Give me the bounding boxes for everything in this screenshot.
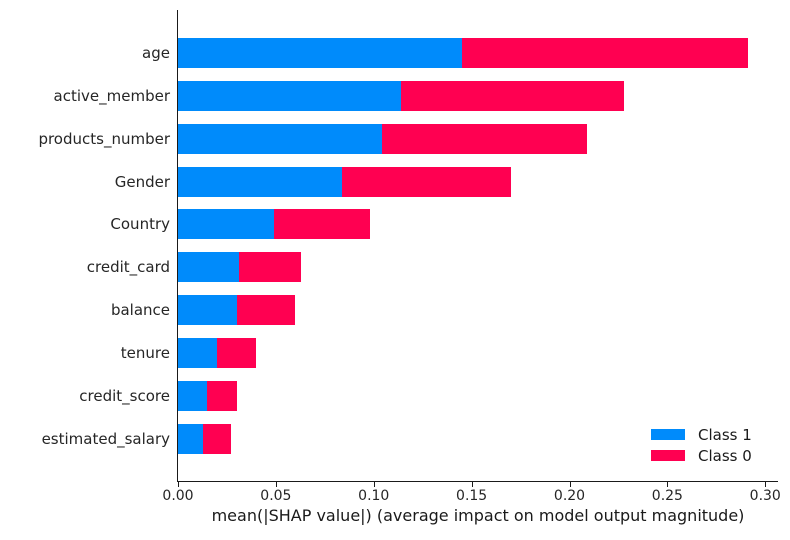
bar-segment-class1 bbox=[178, 252, 239, 283]
bar-segment-class0 bbox=[342, 166, 511, 197]
legend: Class 1 Class 0 bbox=[651, 424, 752, 466]
bar-segment-class1 bbox=[178, 209, 274, 240]
x-tick-mark bbox=[471, 482, 473, 487]
legend-item: Class 1 bbox=[651, 424, 752, 445]
x-tick-mark bbox=[667, 482, 669, 487]
y-axis-label: Country bbox=[110, 215, 170, 234]
bar-segment-class0 bbox=[461, 38, 748, 68]
x-tick-label: 0.15 bbox=[456, 488, 488, 504]
bar-segment-class0 bbox=[381, 123, 588, 154]
bar-segment-class0 bbox=[217, 337, 257, 368]
bar-segment-class1 bbox=[178, 80, 402, 111]
x-tick-label: 0.00 bbox=[162, 488, 194, 504]
x-tick-label: 0.10 bbox=[358, 488, 390, 504]
y-axis-label: active_member bbox=[53, 86, 170, 105]
x-tick-mark bbox=[178, 482, 179, 487]
y-axis-label: balance bbox=[110, 301, 170, 319]
bar-segment-class0 bbox=[203, 423, 231, 454]
bar-segment-class0 bbox=[236, 295, 296, 325]
legend-swatch-class1 bbox=[651, 429, 685, 440]
bar-segment-class0 bbox=[238, 252, 302, 283]
y-axis-label: estimated_salary bbox=[41, 429, 170, 448]
x-tick-mark bbox=[373, 482, 375, 487]
legend-label: Class 1 bbox=[698, 425, 752, 444]
bar-segment-class0 bbox=[273, 209, 370, 240]
y-axis-label: age bbox=[142, 44, 170, 62]
bar-segment-class0 bbox=[207, 380, 237, 411]
legend-label: Class 0 bbox=[698, 446, 752, 465]
x-tick-label: 0.30 bbox=[749, 488, 781, 504]
bar-segment-class1 bbox=[178, 380, 208, 411]
y-axis-label: credit_score bbox=[79, 386, 170, 405]
y-axis-label: Gender bbox=[114, 172, 170, 191]
bar-segment-class1 bbox=[178, 423, 204, 454]
x-tick-mark bbox=[569, 482, 571, 487]
bar-segment-class1 bbox=[178, 295, 237, 325]
y-axis-label: tenure bbox=[120, 343, 170, 362]
x-axis-spine bbox=[177, 481, 778, 482]
bar-segment-class1 bbox=[178, 38, 462, 68]
y-axis-label: credit_card bbox=[86, 258, 170, 277]
x-tick-label: 0.20 bbox=[553, 488, 586, 504]
x-tick-mark bbox=[275, 482, 277, 487]
bar-segment-class1 bbox=[178, 123, 382, 154]
y-axis-spine bbox=[177, 10, 178, 482]
x-tick-label: 0.25 bbox=[651, 488, 683, 504]
bar-segment-class0 bbox=[401, 80, 625, 111]
x-tick-mark bbox=[765, 482, 767, 487]
legend-swatch-class0 bbox=[651, 450, 685, 461]
y-axis-label: products_number bbox=[38, 129, 170, 148]
bar-segment-class1 bbox=[178, 166, 343, 197]
legend-item: Class 0 bbox=[651, 445, 752, 466]
bar-segment-class1 bbox=[178, 337, 218, 368]
x-tick-label: 0.05 bbox=[260, 488, 292, 504]
x-axis-label: mean(|SHAP value|) (average impact on mo… bbox=[211, 506, 745, 525]
